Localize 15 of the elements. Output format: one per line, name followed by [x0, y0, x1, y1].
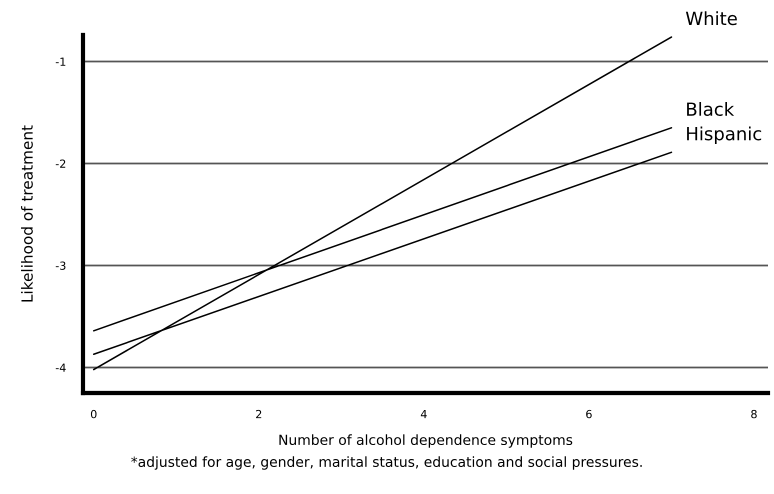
series-label: Black — [687, 102, 734, 116]
x-tick-label: 0 — [90, 410, 97, 418]
y-axis-title: Likelihood of treatment — [21, 125, 33, 302]
x-tick-label: 4 — [420, 410, 427, 418]
x-tick-label: 2 — [256, 410, 262, 418]
y-tick-label: -4 — [56, 364, 66, 372]
series-label: White — [686, 11, 737, 26]
series-label: Hispanic — [687, 126, 762, 144]
y-tick-label: -3 — [56, 261, 66, 270]
y-tick-label: -1 — [56, 58, 66, 66]
text: *adjusted for age, gender, marital status, education and social pressures. — [131, 456, 642, 470]
x-tick-label: 6 — [586, 410, 592, 418]
x-tick-label: 8 — [751, 410, 757, 418]
y-tick-label: -2 — [56, 159, 66, 168]
x-axis-title: Number of alcohol dependence symptoms — [279, 434, 572, 448]
